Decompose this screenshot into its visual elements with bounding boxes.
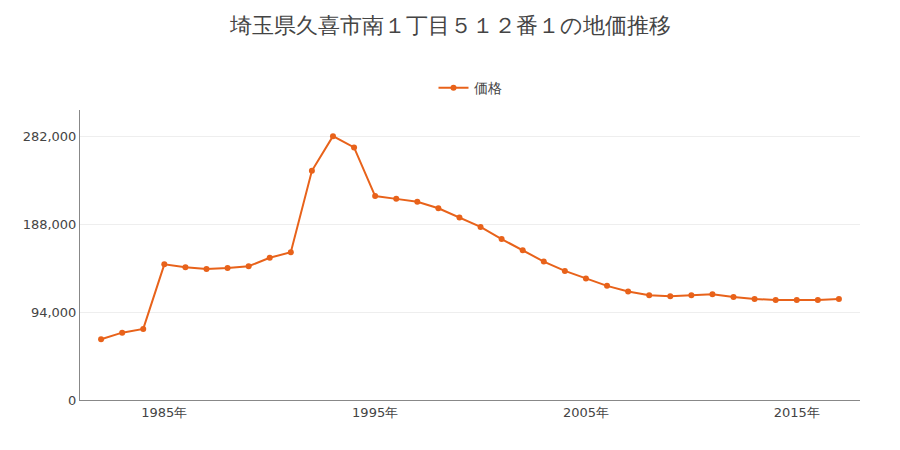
svg-text:94,000: 94,000 [31, 305, 77, 320]
svg-text:2015年: 2015年 [774, 405, 820, 420]
svg-text:0: 0 [68, 393, 76, 408]
svg-text:価格: 価格 [474, 80, 502, 96]
svg-text:188,000: 188,000 [23, 217, 77, 232]
svg-text:282,000: 282,000 [23, 129, 77, 144]
svg-text:1985年: 1985年 [141, 405, 187, 420]
svg-text:埼玉県久喜市南１丁目５１２番１の地価推移: 埼玉県久喜市南１丁目５１２番１の地価推移 [229, 13, 671, 38]
svg-text:1995年: 1995年 [352, 405, 398, 420]
svg-text:2005年: 2005年 [563, 405, 609, 420]
